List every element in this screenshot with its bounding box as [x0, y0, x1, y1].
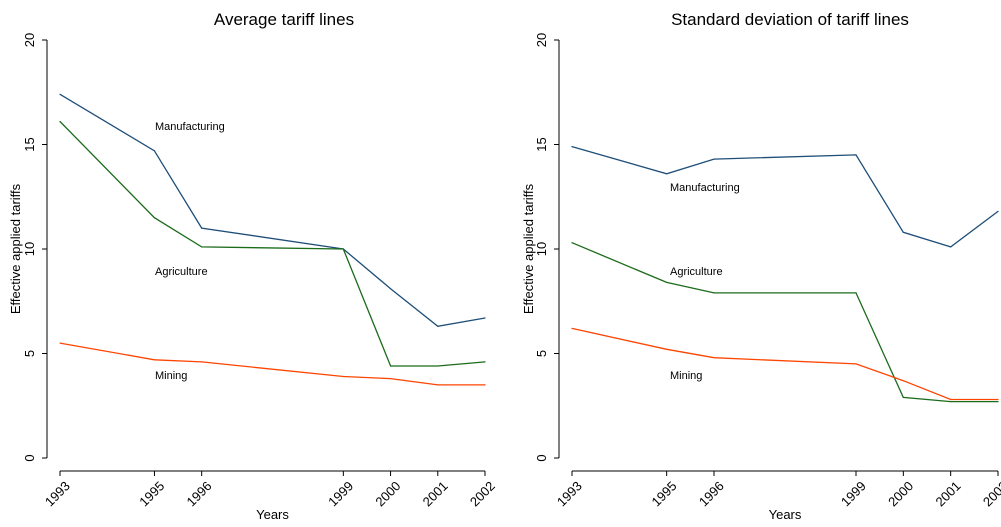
data-point-mining [389, 377, 392, 380]
data-point-manufacturing [59, 93, 61, 95]
data-point-mining [666, 348, 668, 350]
x-tick-label: 2000 [372, 478, 403, 509]
data-point-agriculture [713, 292, 715, 294]
data-point-agriculture [997, 400, 999, 403]
data-point-manufacturing [713, 158, 715, 160]
data-point-manufacturing [855, 154, 857, 156]
x-tick-label: 1995 [649, 478, 680, 509]
y-tick-label: 20 [22, 33, 37, 47]
data-point-agriculture [484, 361, 486, 363]
x-tick-label: 2002 [980, 478, 1001, 509]
x-axis-label: Years [256, 507, 289, 522]
data-point-agriculture [389, 365, 392, 367]
x-axis-label: Years [769, 507, 802, 522]
data-point-mining [855, 363, 857, 365]
x-tick-label: 1996 [696, 478, 727, 509]
data-point-agriculture [153, 217, 156, 219]
data-point-mining [950, 398, 952, 401]
data-point-agriculture [342, 248, 344, 250]
y-tick-label: 0 [534, 454, 549, 461]
y-tick-label: 15 [534, 137, 549, 151]
data-point-agriculture [950, 400, 952, 403]
data-point-agriculture [902, 396, 904, 398]
data-point-agriculture [666, 281, 668, 284]
x-tick-label: 2000 [885, 478, 916, 509]
data-point-agriculture [201, 246, 203, 248]
data-point-mining [153, 359, 156, 361]
data-point-manufacturing [389, 288, 392, 290]
y-axis-label: Effective applied tariffs [8, 183, 23, 314]
data-point-mining [484, 384, 486, 386]
y-tick-label: 5 [22, 350, 37, 357]
chart-title: Standard deviation of tariff lines [671, 10, 909, 29]
x-tick-label: 2001 [933, 478, 964, 509]
y-tick-label: 15 [22, 137, 37, 151]
data-point-mining [437, 384, 439, 386]
data-point-mining [59, 342, 61, 344]
data-point-mining [997, 398, 999, 401]
y-tick-label: 0 [22, 454, 37, 461]
data-point-manufacturing [571, 145, 573, 148]
x-tick-label: 1995 [136, 478, 167, 509]
data-point-manufacturing [997, 210, 999, 212]
data-point-manufacturing [902, 231, 904, 233]
data-point-mining [902, 380, 904, 382]
data-point-mining [713, 357, 715, 359]
data-point-agriculture [855, 292, 857, 294]
data-point-manufacturing [950, 246, 952, 248]
annotation-mining: Mining [155, 370, 187, 382]
x-tick-label: 1999 [325, 478, 356, 509]
data-point-agriculture [59, 120, 61, 123]
data-point-manufacturing [484, 317, 486, 319]
series-line-manufacturing [59, 93, 486, 327]
annotation-agriculture: Agriculture [670, 266, 723, 278]
series-line-mining [571, 327, 998, 401]
data-point-agriculture [437, 365, 439, 367]
series-line-agriculture [59, 121, 486, 367]
x-tick-label: 1999 [838, 478, 869, 509]
y-tick-label: 10 [534, 242, 549, 256]
data-point-manufacturing [437, 325, 439, 327]
series-line-mining [59, 342, 485, 386]
data-point-mining [342, 375, 344, 378]
annotation-agriculture: Agriculture [155, 266, 208, 278]
annotation-manufacturing: Manufacturing [155, 121, 225, 133]
annotation-manufacturing: Manufacturing [670, 182, 740, 194]
y-tick-label: 10 [22, 242, 37, 256]
y-tick-label: 20 [534, 33, 549, 47]
chart-title: Average tariff lines [214, 10, 354, 29]
data-point-manufacturing [201, 227, 203, 229]
data-point-mining [571, 327, 573, 330]
data-point-manufacturing [153, 150, 156, 152]
annotation-mining: Mining [670, 370, 702, 382]
x-tick-label: 1993 [42, 478, 73, 509]
x-tick-label: 2002 [467, 478, 498, 509]
series-line-manufacturing [571, 145, 999, 248]
x-tick-label: 2001 [420, 478, 451, 509]
data-point-manufacturing [666, 173, 668, 175]
y-tick-label: 5 [534, 350, 549, 357]
series-line-agriculture [571, 242, 998, 403]
x-tick-label: 1996 [184, 478, 215, 509]
y-axis-label: Effective applied tariffs [521, 183, 536, 314]
data-point-agriculture [571, 242, 573, 244]
x-tick-label: 1993 [554, 478, 585, 509]
data-point-mining [201, 361, 203, 363]
